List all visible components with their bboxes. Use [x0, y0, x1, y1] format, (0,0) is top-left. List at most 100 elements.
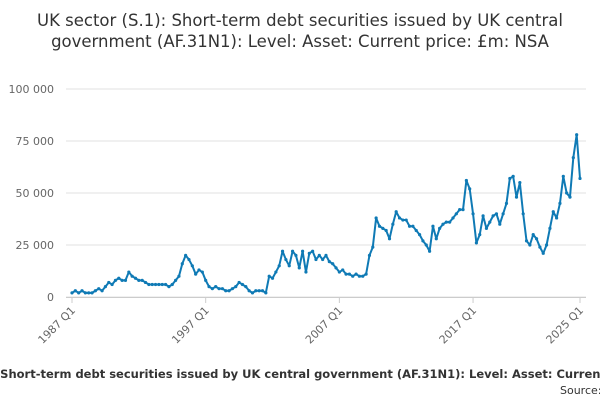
data-point [377, 224, 382, 228]
data-point [387, 237, 392, 241]
data-point [184, 253, 188, 257]
data-point [384, 228, 388, 233]
data-point [458, 208, 462, 212]
data-point [177, 274, 181, 278]
data-point [143, 280, 148, 285]
data-point [180, 262, 184, 266]
data-point [541, 251, 545, 255]
data-point [194, 272, 198, 276]
data-point [234, 285, 238, 289]
data-point [521, 212, 525, 216]
data-point [190, 264, 194, 268]
data-point [297, 266, 301, 270]
x-tick-label: 1987 Q1 [36, 304, 79, 347]
y-tick-label: 25 000 [16, 239, 55, 252]
data-point [438, 226, 442, 230]
data-point [73, 289, 77, 293]
data-point [157, 282, 161, 287]
x-tick-label: 1997 Q1 [169, 304, 212, 347]
data-point [257, 289, 261, 293]
data-point [317, 253, 321, 257]
data-point [123, 278, 128, 282]
data-point [304, 270, 308, 274]
chart-title-line: government (AF.31N1): Level: Asset: Curr… [51, 32, 550, 51]
data-point [571, 156, 575, 160]
data-point [414, 228, 418, 233]
data-point [561, 174, 565, 178]
data-point [110, 282, 114, 287]
data-point [568, 195, 572, 199]
data-point [254, 289, 258, 293]
data-point [404, 218, 408, 222]
data-point [344, 272, 348, 276]
data-point [97, 287, 101, 291]
x-tick-label: 2007 Q1 [303, 304, 346, 347]
data-point [524, 239, 529, 243]
data-point [153, 282, 158, 287]
data-point [197, 268, 201, 272]
data-point [464, 178, 468, 183]
data-point [565, 191, 569, 195]
data-point [444, 220, 448, 224]
data-point [277, 264, 281, 268]
data-point [163, 282, 168, 287]
data-point [90, 291, 94, 295]
data-point [424, 243, 428, 247]
data-point [538, 245, 542, 249]
footer-title: UK sector (S.1): Short-term debt securit… [0, 367, 600, 381]
data-point [371, 245, 375, 249]
data-point [290, 249, 295, 253]
data-point [337, 270, 341, 274]
data-point [130, 274, 134, 278]
data-point [381, 226, 385, 230]
data-point [431, 224, 435, 228]
data-point [578, 176, 582, 181]
data-point [401, 218, 405, 222]
data-point [187, 257, 191, 262]
data-point [417, 233, 422, 237]
data-point [558, 201, 562, 205]
data-point [214, 285, 218, 289]
data-point [294, 253, 298, 257]
data-point [491, 214, 495, 218]
data-point [361, 274, 365, 278]
data-point [80, 289, 84, 293]
data-point [321, 257, 325, 262]
data-point [411, 224, 415, 228]
data-point [514, 195, 519, 199]
data-point [167, 285, 171, 289]
data-point [448, 220, 452, 224]
data-point [324, 253, 328, 257]
data-point [307, 251, 311, 255]
data-point [314, 257, 318, 262]
data-point [481, 214, 485, 218]
data-point [207, 285, 211, 289]
y-tick-label: 0 [47, 291, 54, 304]
data-point [93, 289, 97, 293]
data-point [511, 174, 515, 178]
data-point [391, 222, 395, 226]
data-point [471, 212, 475, 216]
data-point [311, 249, 315, 253]
data-point [544, 243, 549, 247]
data-point [461, 208, 465, 212]
data-point [244, 285, 248, 289]
data-point [451, 216, 455, 220]
data-point [117, 276, 121, 280]
data-point [394, 210, 398, 214]
data-point [170, 282, 174, 287]
data-point [77, 291, 81, 295]
data-point [227, 289, 231, 293]
data-point [120, 278, 124, 282]
data-point [504, 201, 509, 205]
data-point [528, 243, 532, 247]
data-point [83, 291, 87, 295]
data-point [107, 280, 111, 285]
data-point [327, 260, 331, 264]
y-tick-label: 50 000 [16, 187, 55, 200]
data-point [103, 285, 108, 289]
data-point [247, 289, 251, 293]
data-point [200, 270, 204, 274]
data-point [301, 249, 305, 253]
